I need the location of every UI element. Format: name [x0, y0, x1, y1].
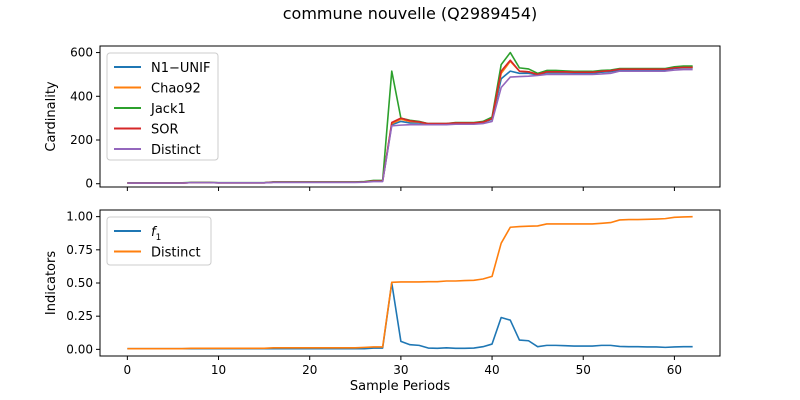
x-axis-label: Sample Periods — [350, 379, 450, 394]
chart-title: commune nouvelle (Q2989454) — [283, 4, 538, 23]
y-axis-label: Cardinality — [44, 81, 59, 152]
y-tick-label: 0.50 — [66, 276, 93, 290]
legend-label: N1−UNIF — [151, 61, 210, 76]
legend-box — [106, 216, 212, 266]
legend-label: SOR — [151, 123, 179, 138]
y-tick-label: 600 — [70, 46, 93, 60]
axes-frame — [99, 45, 721, 188]
y-tick-label: 200 — [70, 133, 93, 147]
legend-box — [106, 52, 219, 161]
legend-label: f1 — [151, 225, 161, 243]
indicators-panel: 0 10 20 30 40 50 60 0.00 0.25 0.50 0.75 1.00 Indicat… — [44, 209, 721, 394]
y-tick-label: 0.75 — [66, 243, 93, 257]
legend-label: Chao92 — [151, 82, 201, 97]
x-tick-label: 50 — [576, 363, 591, 377]
y-axis-label: Indicators — [44, 251, 59, 315]
x-tick-label: 40 — [484, 363, 499, 377]
y-tick-label: 0 — [85, 177, 93, 191]
x-tick-label: 20 — [302, 363, 317, 377]
cardinality-panel: 0 200 400 600 Cardinality N1−UNIF Chao92 Jack1 S… — [44, 45, 721, 191]
series-line-distinct — [127, 68, 693, 184]
legend-label: Distinct — [151, 143, 201, 158]
x-tick-label: 60 — [667, 363, 682, 377]
legend-label: Jack1 — [150, 102, 186, 117]
series-line-distinct — [127, 215, 693, 350]
y-tick-label: 1.00 — [66, 210, 93, 224]
y-tick-label: 0.25 — [66, 309, 93, 323]
legend: N1−UNIF Chao92 Jack1 SOR Distinct — [106, 52, 219, 161]
x-tick-label: 0 — [124, 363, 132, 377]
y-tick-label: 400 — [70, 89, 93, 103]
y-tick-label: 0.00 — [66, 342, 93, 356]
x-tick-label: 30 — [393, 363, 408, 377]
legend-label: Distinct — [151, 246, 201, 261]
legend: f1 Distinct — [106, 216, 212, 266]
x-tick-label: 10 — [211, 363, 226, 377]
